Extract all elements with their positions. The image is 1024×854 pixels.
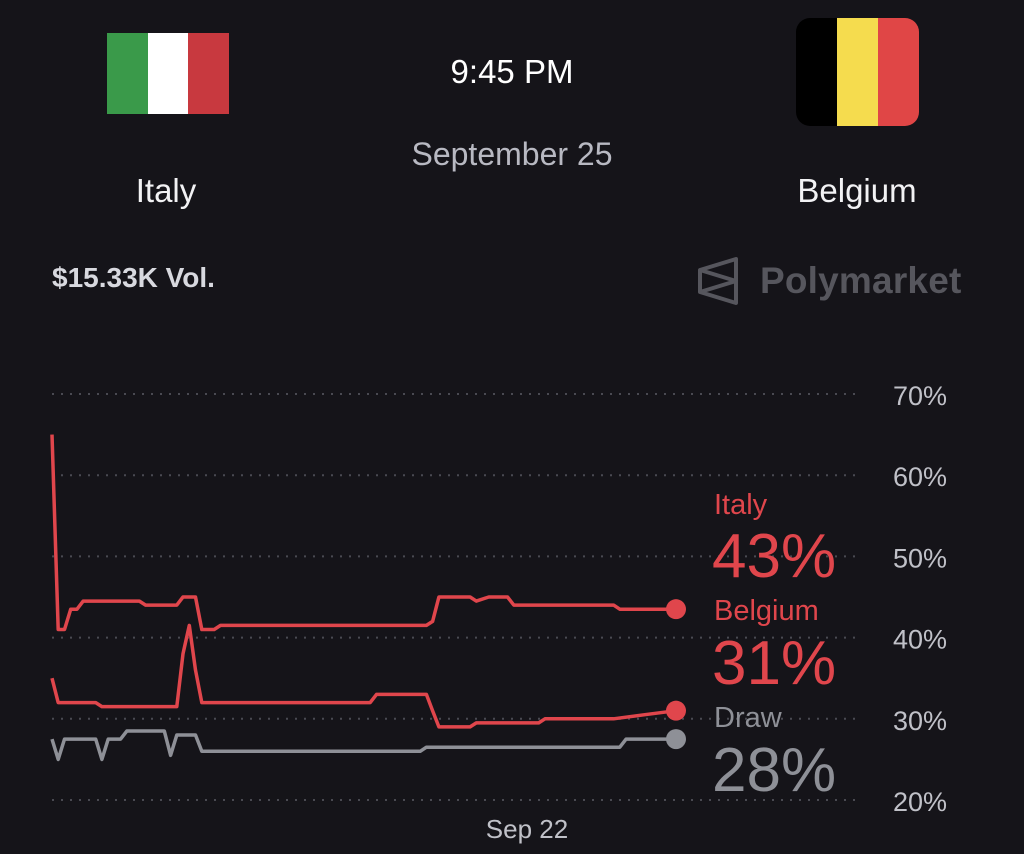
brand[interactable]: Polymarket [696, 256, 962, 306]
y-tick-label: 30% [893, 706, 947, 736]
series-line-draw [50, 729, 676, 762]
flag-stripe-yellow [837, 18, 878, 126]
flag-stripe-white [147, 33, 189, 114]
polymarket-logo-icon [698, 257, 738, 305]
series-value-draw: 28% [712, 736, 836, 805]
match-date: September 25 [411, 136, 613, 172]
brand-name: Polymarket [760, 260, 962, 301]
series-endpoint-italy [666, 599, 686, 620]
volume-label: $15.33K Vol. [52, 262, 215, 293]
home-team-name[interactable]: Italy [135, 172, 197, 209]
chart-series [50, 434, 686, 762]
match-time: 9:45 PM [450, 53, 574, 90]
series-endpoint-belgium [666, 700, 686, 721]
x-axis-ticks: Sep 22 [486, 814, 568, 844]
series-value-italy: 43% [712, 522, 836, 591]
belgium-flag [796, 18, 919, 126]
y-tick-label: 60% [893, 462, 947, 492]
away-team-name[interactable]: Belgium [797, 172, 917, 209]
x-tick-label: Sep 22 [486, 814, 568, 844]
y-tick-label: 50% [893, 543, 947, 573]
y-tick-label: 20% [893, 787, 947, 817]
flag-stripe-black [796, 18, 837, 126]
flag-stripe-red [878, 18, 919, 126]
flag-stripe-red [188, 33, 229, 114]
series-name-belgium: Belgium [714, 595, 819, 627]
y-tick-label: 40% [893, 625, 947, 655]
series-endpoint-draw [666, 729, 686, 750]
flag-stripe-green [107, 33, 148, 114]
series-value-belgium: 31% [712, 629, 836, 698]
series-line-belgium [50, 623, 677, 729]
series-name-draw: Draw [714, 702, 783, 734]
italy-flag [107, 33, 229, 114]
y-tick-label: 70% [893, 381, 947, 411]
series-line-italy [50, 434, 676, 632]
series-name-italy: Italy [714, 489, 768, 521]
y-axis-ticks: 70% 60% 50% 40% 30% 20% [893, 381, 947, 817]
